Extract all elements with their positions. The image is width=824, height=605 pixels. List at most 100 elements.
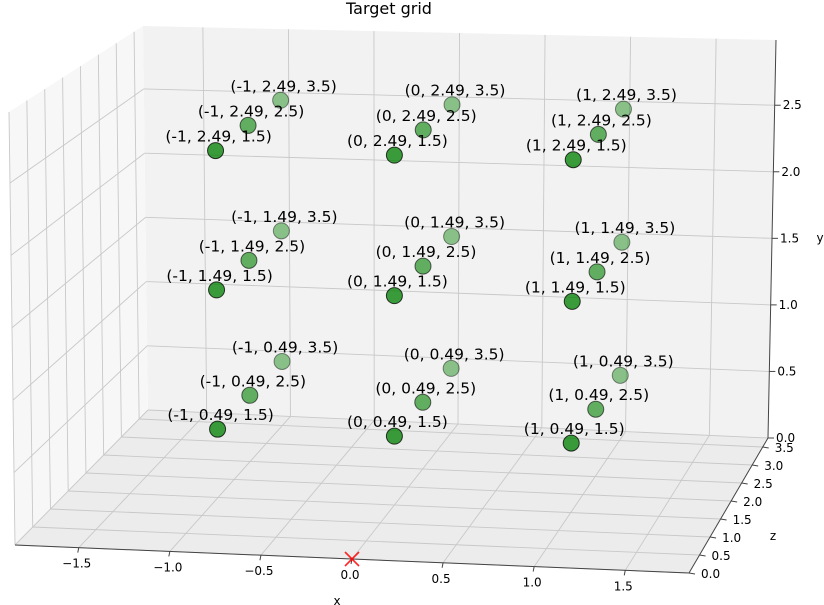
z-gridline-floor [50, 508, 711, 538]
y-tick-label: 2.0 [781, 165, 800, 179]
data-point [385, 287, 403, 305]
x-tick-label: −1.5 [62, 557, 91, 571]
z-gridline-left [26, 100, 34, 528]
data-point-label: (-1, 0.49, 1.5) [167, 406, 273, 424]
z-tick-mark [731, 500, 738, 503]
data-point-label: (0, 0.49, 1.5) [347, 413, 448, 431]
data-point-label: (1, 2.49, 1.5) [526, 137, 627, 155]
data-point [589, 125, 607, 143]
data-points [207, 91, 632, 567]
data-point [273, 352, 291, 370]
data-point [414, 257, 432, 275]
data-point-label: (0, 2.49, 3.5) [405, 82, 506, 100]
y-gridline-left [13, 345, 148, 473]
x-tick-label: 0.0 [340, 568, 359, 582]
x-gridline-floor [442, 427, 543, 564]
data-point [564, 151, 582, 169]
y-gridline-back [147, 345, 770, 372]
y-tick-label: 2.5 [783, 98, 802, 112]
y-tick-label: 0.0 [776, 431, 795, 445]
z-gridline-left [133, 31, 140, 420]
z-gridline-floor [85, 472, 732, 502]
data-point-label: (-1, 2.49, 3.5) [230, 77, 336, 95]
grid-lines [8, 27, 775, 574]
z-gridline-left [80, 66, 87, 474]
data-point-label: (1, 0.49, 3.5) [573, 352, 674, 370]
data-point [614, 100, 632, 118]
data-point-label: (0, 0.49, 2.5) [375, 379, 476, 397]
data-point [442, 359, 460, 377]
data-point [385, 146, 403, 164]
data-point [240, 251, 258, 269]
data-point [241, 386, 259, 404]
z-gridline-left [8, 111, 16, 546]
data-point [414, 393, 432, 411]
z-gridline-left [97, 54, 105, 456]
z-tick-label: 0.5 [712, 549, 731, 563]
y-gridline-left [11, 217, 146, 329]
z-tick-mark [709, 536, 717, 539]
z-gridline-floor [103, 454, 742, 484]
x-tick-mark [623, 570, 626, 576]
y-tick-label: 1.5 [780, 231, 799, 245]
data-point [208, 281, 226, 299]
data-point-label: (1, 1.49, 3.5) [574, 219, 675, 237]
x-gridline-floor [78, 412, 207, 548]
z-tick-label: 3.5 [775, 441, 794, 455]
y-gridline-back [143, 88, 775, 106]
z-axis-label: z [770, 529, 776, 543]
chart-title: Target grid [345, 0, 432, 18]
y-gridline-left [9, 88, 145, 184]
x-gridline-floor [260, 419, 375, 556]
y-tick-label: 1.0 [779, 298, 798, 312]
z-gridline-floor [32, 526, 700, 556]
x-tick-mark [532, 566, 535, 572]
data-point [272, 222, 290, 240]
data-point-label: (1, 0.49, 2.5) [548, 386, 649, 404]
data-point-label: (-1, 1.49, 1.5) [166, 267, 272, 285]
y-axis-line [767, 39, 777, 439]
data-point [209, 420, 227, 438]
z-tick-mark [752, 464, 759, 467]
y-gridline-left [10, 152, 145, 256]
data-point-label: (1, 2.49, 2.5) [551, 111, 652, 129]
back-pane [143, 26, 776, 438]
data-point-label: (1, 0.49, 1.5) [524, 420, 625, 438]
z-tick-label: 2.5 [754, 477, 773, 491]
axis-panes [9, 26, 776, 573]
data-point [272, 91, 290, 109]
data-point-label: (-1, 0.49, 3.5) [232, 338, 338, 356]
x-tick-mark [168, 551, 171, 557]
data-point-label: (1, 1.49, 1.5) [525, 278, 626, 296]
x-tick-label: 0.5 [432, 572, 451, 586]
z-tick-mark [762, 446, 769, 449]
x-tick-mark [259, 555, 262, 561]
z-tick-label: 3.0 [764, 459, 783, 473]
data-point-label: (1, 1.49, 2.5) [550, 249, 651, 267]
data-point [414, 121, 432, 139]
data-point [611, 366, 629, 384]
data-point [207, 142, 225, 160]
z-tick-label: 2.0 [743, 495, 762, 509]
y-gridline-back [147, 409, 769, 439]
x-gridline-floor [351, 423, 459, 560]
x-tick-label: −1.0 [153, 560, 182, 574]
x-gridline-floor [169, 416, 291, 552]
data-point [613, 233, 631, 251]
z-gridline-left [44, 89, 51, 510]
y-gridline-left [12, 281, 147, 401]
z-tick-mark [720, 518, 727, 521]
data-point [587, 400, 605, 418]
data-point-label: (-1, 2.49, 2.5) [198, 102, 304, 120]
data-point-label: (0, 2.49, 1.5) [347, 132, 448, 150]
data-point [239, 116, 257, 134]
data-point-label: (0, 1.49, 1.5) [347, 273, 448, 291]
z-tick-mark [699, 554, 706, 557]
data-point-label: (0, 1.49, 2.5) [376, 243, 477, 261]
data-point-label: (0, 2.49, 2.5) [376, 107, 477, 125]
data-point-label: (-1, 2.49, 1.5) [165, 128, 271, 146]
y-axis-label: y [816, 231, 823, 245]
z-tick-label: 1.5 [733, 513, 752, 527]
data-point-label: (-1, 1.49, 3.5) [231, 208, 337, 226]
